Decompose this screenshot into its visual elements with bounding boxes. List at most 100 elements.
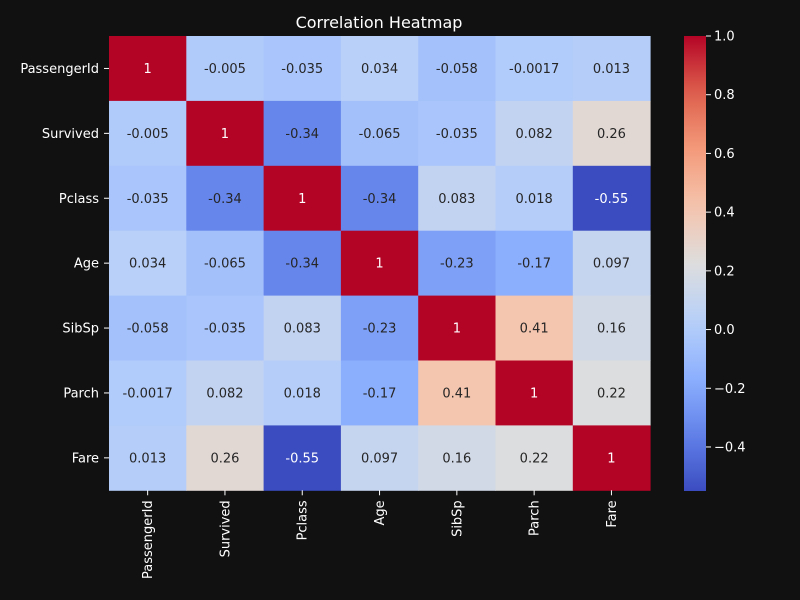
cell-annotation: 0.018: [284, 386, 321, 401]
cell-annotation: -0.065: [359, 127, 401, 142]
heatmap-cell: [495, 425, 574, 491]
cell-annotation: 0.082: [206, 386, 243, 401]
y-tick-label: Pclass: [59, 192, 99, 207]
heatmap-cell: [186, 425, 265, 491]
cell-annotation: 0.22: [597, 386, 626, 401]
heatmap-cell: [109, 165, 187, 232]
cell-annotation: 0.41: [520, 322, 549, 337]
heatmap-cell: [418, 230, 496, 297]
x-tick-label: Pclass: [296, 500, 311, 540]
cell-annotation: -0.34: [208, 192, 242, 207]
cell-annotation: -0.17: [517, 257, 551, 272]
cell-annotation: 0.083: [438, 192, 475, 207]
chart-title: Correlation Heatmap: [296, 13, 463, 32]
heatmap-cell: [263, 36, 342, 102]
heatmap-cell: [186, 360, 265, 426]
colorbar-tick-label: 0.2: [714, 264, 735, 279]
heatmap-cell: [495, 165, 574, 232]
x-tick-labels: PassengerId Survived Pclass Age SibSp Parch Fa…: [141, 490, 620, 579]
cell-annotation: 0.22: [520, 451, 549, 466]
heatmap-cell: [186, 36, 265, 102]
heatmap-cell: [263, 295, 342, 361]
heatmap-cell: [418, 36, 496, 102]
cell-annotation: -0.55: [285, 451, 319, 466]
heatmap-cell: [495, 295, 574, 361]
cell-annotation: 0.16: [597, 322, 626, 337]
y-tick-label: Fare: [72, 451, 99, 466]
x-tick-label: SibSp: [450, 500, 465, 537]
heatmap-cell: [340, 360, 419, 426]
heatmap-cell: [572, 36, 651, 102]
x-tick-label: Survived: [218, 500, 233, 557]
heatmap-cell: [495, 360, 574, 426]
y-tick-label: Parch: [63, 386, 99, 401]
x-tick-label: Age: [373, 500, 388, 525]
cell-annotation: -0.0017: [509, 62, 559, 77]
cell-annotation: 0.097: [361, 451, 398, 466]
cell-annotation: -0.17: [363, 386, 397, 401]
cell-annotation: 0.26: [597, 127, 626, 142]
heatmap-cell: [572, 100, 651, 167]
heatmap-cell: [263, 360, 342, 426]
colorbar-tick-label: 1.0: [714, 30, 735, 45]
x-tick-label: PassengerId: [141, 500, 156, 579]
heatmap-cell: [263, 230, 342, 297]
cell-annotation: -0.34: [285, 257, 319, 272]
heatmap-cell: [186, 230, 265, 297]
y-tick-labels: PassengerId Survived Pclass Age SibSp Parch Fa…: [20, 62, 109, 466]
cell-annotation: -0.23: [363, 322, 397, 337]
cell-annotation: -0.035: [436, 127, 478, 142]
cell-annotation: -0.34: [363, 192, 397, 207]
heatmap-cell: [109, 36, 187, 102]
cell-annotation: 0.034: [361, 62, 398, 77]
heatmap-cell: [572, 425, 651, 491]
cell-annotation: 0.26: [210, 451, 239, 466]
heatmap-cell: [495, 230, 574, 297]
heatmap-cell: [109, 295, 187, 361]
heatmap-cell: [340, 295, 419, 361]
cell-annotation: -0.005: [127, 127, 169, 142]
y-tick-label: SibSp: [62, 322, 99, 337]
heatmap-cell: [495, 100, 574, 167]
colorbar-tick-label: 0.6: [714, 147, 735, 162]
cell-annotation: 0.083: [284, 322, 321, 337]
heatmap-cell: [340, 230, 419, 297]
heatmap-cell: [495, 36, 574, 102]
heatmap-cell: [572, 360, 651, 426]
heatmap-cell: [109, 425, 187, 491]
cell-annotation: -0.005: [204, 62, 246, 77]
cell-annotation: 0.013: [129, 451, 166, 466]
cell-annotation: 1: [375, 257, 383, 272]
cell-annotation: 1: [530, 386, 538, 401]
heatmap-cell: [186, 295, 265, 361]
cell-annotation: -0.065: [204, 257, 246, 272]
cell-annotation: -0.035: [281, 62, 323, 77]
heatmap-cell: [263, 425, 342, 491]
cell-annotation: -0.035: [204, 322, 246, 337]
cell-annotation: 1: [453, 322, 461, 337]
colorbar-tick-label: 0.8: [714, 88, 735, 103]
heatmap-cell: [572, 165, 651, 232]
cell-annotation: 1: [298, 192, 306, 207]
cell-annotation: 0.018: [516, 192, 553, 207]
colorbar-tick-label: −0.4: [714, 440, 746, 455]
heatmap-cell: [186, 100, 265, 167]
heatmap-cell: [340, 165, 419, 232]
heatmap-cell: [418, 100, 496, 167]
heatmap-cell: [340, 36, 419, 102]
heatmap-cell: [109, 360, 187, 426]
cell-annotation: 0.097: [593, 257, 630, 272]
heatmap-annotations: 1 -0.005 -0.035 0.034 -0.058 -0.0017 0.013 -0.0…: [123, 62, 631, 466]
cell-annotation: -0.058: [436, 62, 478, 77]
cell-annotation: -0.55: [595, 192, 629, 207]
heatmap-cell: [340, 425, 419, 491]
heatmap-cell: [109, 100, 187, 167]
heatmap-cell: [418, 295, 496, 361]
heatmap-cell: [186, 165, 265, 232]
cell-annotation: 1: [144, 62, 152, 77]
cell-annotation: -0.34: [285, 127, 319, 142]
heatmap-cell: [418, 360, 496, 426]
colorbar-tick-label: 0.4: [714, 206, 735, 221]
cell-annotation: -0.058: [127, 322, 169, 337]
heatmap-cell: [418, 165, 496, 232]
